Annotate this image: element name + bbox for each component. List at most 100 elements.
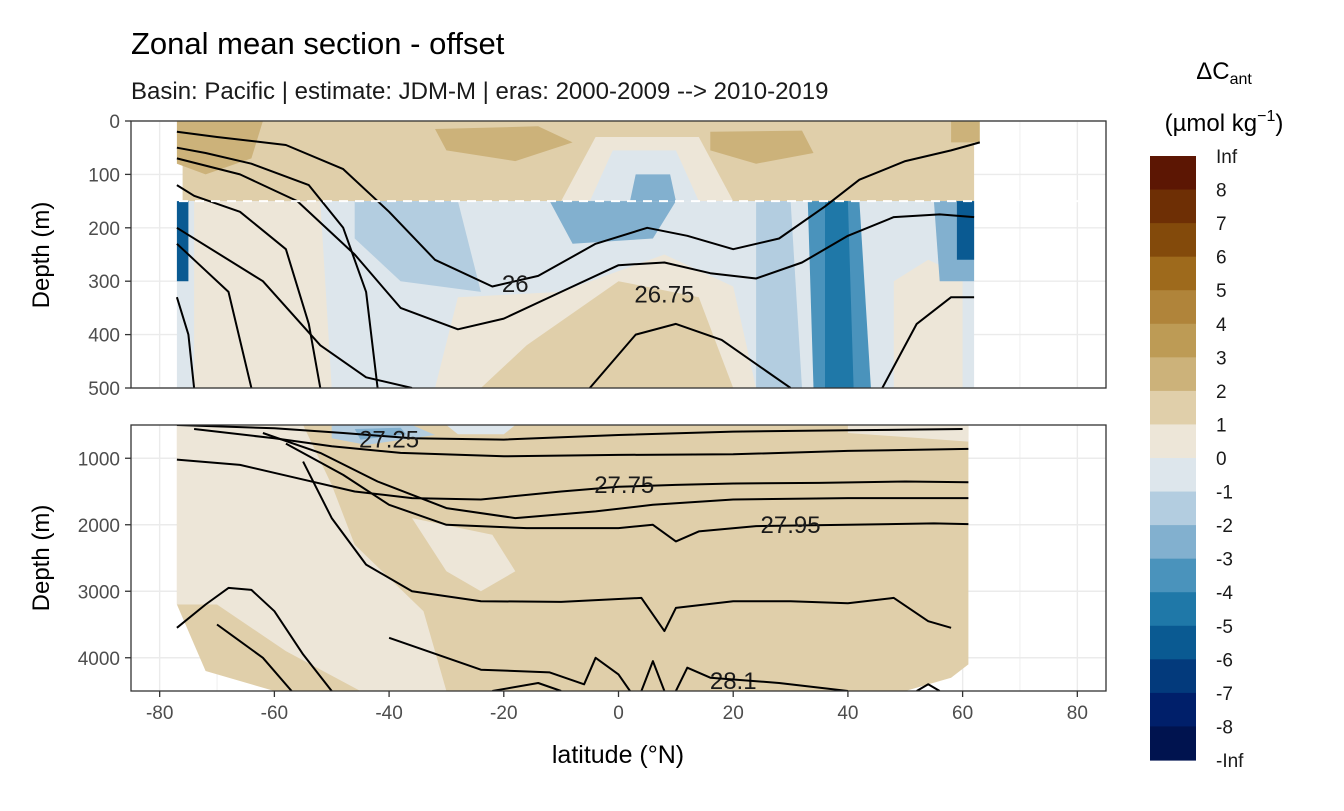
isopycnal-contour — [176, 586, 333, 691]
legend-swatch — [1150, 189, 1196, 224]
isopycnal-contour — [193, 428, 969, 458]
legend-swatch — [1150, 592, 1196, 627]
y-tick-label: 3000 — [78, 582, 120, 603]
heatmap-region — [176, 201, 189, 282]
legend-break-label: Inf — [1216, 147, 1238, 168]
legend-swatch — [1150, 558, 1196, 593]
heatmap-region — [354, 427, 407, 440]
heatmap-region — [956, 201, 975, 260]
y-tick-label: 400 — [88, 326, 120, 347]
legend-swatch — [1150, 156, 1196, 191]
legend-break-label: -7 — [1216, 684, 1233, 705]
isopycnal-contour — [675, 666, 849, 691]
legend-break-label: -2 — [1216, 516, 1233, 537]
isopycnal-contour — [176, 458, 969, 501]
legend-title-sub: ant — [1230, 71, 1253, 88]
lower-regions — [176, 425, 969, 691]
upper-contours: 26 26.75 — [175, 130, 981, 388]
isopycnal-contour — [216, 623, 293, 691]
contour-label: 27.75 — [594, 472, 654, 499]
legend-break-label: -6 — [1216, 650, 1233, 671]
isopycnal-contour — [388, 636, 631, 691]
x-tick-label: -20 — [490, 703, 517, 724]
legend-title-main: ΔC — [1196, 58, 1229, 85]
upper-y-axis: 0 100 200 300 400 500 — [88, 112, 131, 400]
heatmap-region — [549, 201, 676, 244]
contour-label: 26.75 — [634, 282, 694, 309]
isopycnal-contour — [881, 296, 975, 388]
x-axis-title: latitude (°N) — [552, 741, 684, 769]
isopycnal-contour — [176, 425, 963, 441]
legend-swatches — [1150, 156, 1196, 761]
legend: ΔCant (µmol kg−1) Inf 8 7 6 5 4 3 2 1 0 -1 -2 -3 -4 -5… — [1150, 58, 1283, 772]
legend-swatch — [1150, 424, 1196, 459]
upper-panel-border — [130, 120, 1107, 389]
y-tick-label: 2000 — [78, 516, 120, 537]
legend-units-close: ) — [1275, 110, 1283, 137]
legend-swatch — [1150, 390, 1196, 426]
y-tick-label: 300 — [88, 272, 120, 293]
legend-swatch — [1150, 357, 1196, 392]
y-tick-label: 500 — [88, 379, 120, 400]
legend-break-label: -8 — [1216, 717, 1233, 738]
legend-swatch — [1150, 659, 1196, 694]
heatmap-region — [354, 201, 481, 292]
legend-break-label: 7 — [1216, 214, 1227, 235]
legend-units: (µmol kg−1) — [1165, 108, 1284, 137]
y-tick-label: 100 — [88, 165, 120, 186]
heatmap-region — [412, 518, 516, 592]
legend-swatch — [1150, 323, 1196, 358]
heatmap-region — [630, 174, 676, 202]
heatmap-region — [893, 259, 963, 388]
legend-swatch — [1150, 692, 1196, 728]
heatmap-region — [710, 130, 814, 164]
isopycnal-contour — [175, 296, 196, 388]
legend-swatch — [1150, 525, 1196, 560]
x-tick-label: 60 — [952, 703, 973, 724]
heatmap-region — [825, 201, 854, 388]
legend-title: ΔCant — [1196, 58, 1252, 88]
legend-break-label: 0 — [1216, 449, 1227, 470]
isopycnal-contour — [640, 660, 666, 691]
heatmap-region — [435, 126, 573, 162]
legend-break-label: 8 — [1216, 181, 1227, 202]
heatmap-region — [480, 281, 734, 388]
upper-regions — [176, 121, 980, 388]
y-tick-label: 4000 — [78, 649, 120, 670]
isopycnal-contour — [916, 683, 941, 691]
isopycnal-contour — [589, 322, 792, 388]
isopycnal-contour — [492, 682, 562, 691]
isopycnal-contour — [176, 130, 981, 288]
x-tick-label: -60 — [261, 703, 288, 724]
legend-break-label: 6 — [1216, 248, 1227, 269]
chart-subtitle: Basin: Pacific | estimate: JDM-M | eras:… — [131, 78, 828, 105]
heatmap-region — [756, 201, 802, 388]
y-tick-label: 0 — [109, 112, 120, 133]
isopycnal-contour — [176, 146, 379, 388]
lower-y-axis: 1000 2000 3000 4000 — [78, 449, 131, 670]
legend-labels: Inf 8 7 6 5 4 3 2 1 0 -1 -2 -3 -4 -5 -6 -7 -8 -Inf — [1216, 147, 1244, 772]
isopycnal-contour — [176, 243, 253, 388]
legend-break-label: -5 — [1216, 617, 1233, 638]
contour-label: 27.95 — [761, 512, 821, 539]
legend-swatch — [1150, 625, 1196, 660]
isopycnal-contour — [302, 461, 952, 633]
legend-break-label: -3 — [1216, 550, 1233, 571]
legend-swatch — [1150, 458, 1196, 493]
legend-break-label: -Inf — [1216, 751, 1244, 772]
legend-break-label: -1 — [1216, 483, 1233, 504]
legend-break-label: 3 — [1216, 348, 1227, 369]
y-tick-label: 200 — [88, 219, 120, 240]
heatmap-region — [176, 425, 447, 691]
legend-swatch — [1150, 256, 1196, 291]
x-tick-label: -40 — [375, 703, 402, 724]
isopycnal-contour — [176, 157, 975, 331]
isopycnal-contour — [262, 432, 969, 520]
isopycnal-contour — [176, 226, 413, 388]
y-axis-title-upper: Depth (m) — [28, 202, 55, 309]
legend-units-sup: −1 — [1257, 108, 1275, 125]
x-tick-label: 40 — [837, 703, 858, 724]
